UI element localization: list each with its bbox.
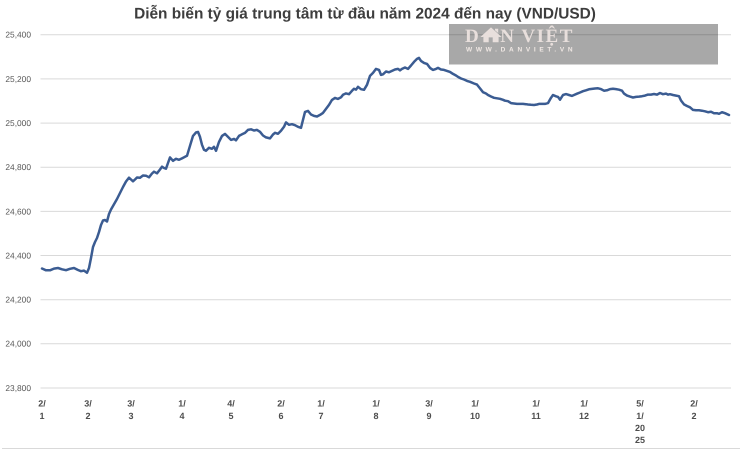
svg-text:1/: 1/	[532, 399, 540, 409]
svg-text:24,000: 24,000	[5, 339, 31, 349]
svg-text:25,400: 25,400	[5, 30, 31, 40]
svg-text:1: 1	[39, 411, 44, 421]
svg-text:3/: 3/	[425, 399, 433, 409]
svg-text:25: 25	[635, 435, 645, 445]
svg-text:9: 9	[426, 411, 431, 421]
svg-text:1/: 1/	[317, 399, 325, 409]
svg-text:3/: 3/	[84, 399, 92, 409]
svg-text:7: 7	[318, 411, 323, 421]
svg-text:2/: 2/	[690, 399, 698, 409]
svg-text:24,800: 24,800	[5, 162, 31, 172]
svg-text:1/: 1/	[580, 399, 588, 409]
svg-text:3: 3	[128, 411, 133, 421]
svg-text:WWW.DANVIET.VN: WWW.DANVIET.VN	[466, 47, 576, 54]
svg-text:24,400: 24,400	[5, 250, 31, 260]
svg-text:4/: 4/	[227, 399, 235, 409]
svg-text:5/: 5/	[636, 399, 644, 409]
svg-text:25,000: 25,000	[5, 118, 31, 128]
svg-text:N VIỆT: N VIỆT	[500, 25, 574, 47]
svg-text:24,200: 24,200	[5, 295, 31, 305]
svg-text:Diễn biến tỷ giá trung tâm từ: Diễn biến tỷ giá trung tâm từ đầu năm 20…	[134, 5, 596, 23]
svg-text:6: 6	[278, 411, 283, 421]
svg-text:8: 8	[373, 411, 378, 421]
svg-text:2: 2	[691, 411, 696, 421]
svg-text:D: D	[465, 26, 479, 47]
svg-text:25,200: 25,200	[5, 74, 31, 84]
svg-text:11: 11	[531, 411, 541, 421]
svg-text:5: 5	[228, 411, 233, 421]
svg-text:24,600: 24,600	[5, 206, 31, 216]
svg-text:10: 10	[470, 411, 480, 421]
svg-text:20: 20	[635, 423, 645, 433]
svg-text:2/: 2/	[38, 399, 46, 409]
svg-text:2/: 2/	[277, 399, 285, 409]
svg-text:1/: 1/	[471, 399, 479, 409]
svg-text:1/: 1/	[636, 411, 644, 421]
svg-text:1/: 1/	[372, 399, 380, 409]
svg-text:2: 2	[85, 411, 90, 421]
svg-text:4: 4	[179, 411, 184, 421]
svg-text:3/: 3/	[127, 399, 135, 409]
svg-text:12: 12	[579, 411, 589, 421]
svg-text:1/: 1/	[178, 399, 186, 409]
svg-text:23,800: 23,800	[5, 383, 31, 393]
